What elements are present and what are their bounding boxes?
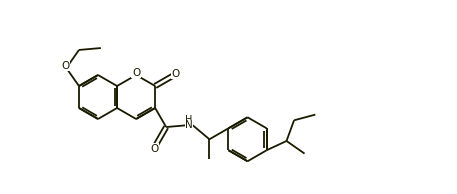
Text: H: H — [186, 115, 193, 125]
Text: O: O — [172, 68, 180, 79]
Text: O: O — [150, 144, 159, 154]
Text: O: O — [132, 68, 140, 77]
Text: N: N — [185, 120, 193, 130]
Text: O: O — [61, 61, 69, 71]
